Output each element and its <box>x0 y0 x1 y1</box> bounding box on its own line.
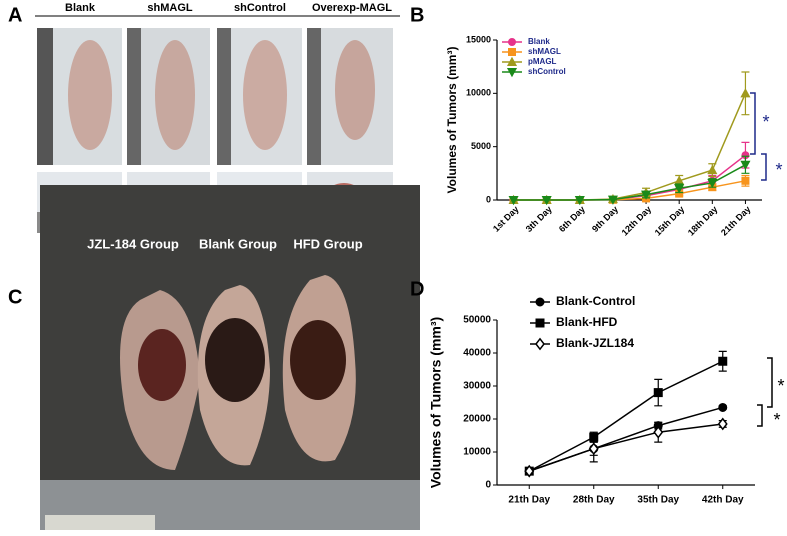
marker <box>653 388 663 398</box>
x-tick-label: 18th Day <box>686 204 720 238</box>
group-label: Overexp-MAGL <box>312 2 392 14</box>
ruler <box>45 515 155 530</box>
panel-label: D <box>410 278 424 300</box>
x-tick-label: 21th Day <box>508 495 550 506</box>
legend-marker <box>535 297 545 307</box>
significance-star: * <box>762 112 769 132</box>
legend-label: Blank-JZL184 <box>556 336 634 350</box>
marker <box>541 196 552 206</box>
group-label: HFD Group <box>293 236 362 251</box>
mouse <box>155 40 195 150</box>
marker <box>588 442 599 456</box>
x-tick-label: 35th Day <box>637 495 679 506</box>
significance-bracket <box>750 92 756 155</box>
legend-label: Blank-Control <box>556 294 635 308</box>
legend-marker <box>508 38 516 46</box>
marker <box>508 196 519 206</box>
y-tick-label: 5000 <box>471 141 491 151</box>
group-label: JZL-184 Group <box>87 236 179 251</box>
legend-marker <box>535 337 545 351</box>
marker <box>740 160 751 171</box>
marker <box>674 184 685 194</box>
marker <box>718 356 728 366</box>
mouse <box>335 40 375 140</box>
y-tick-label: 0 <box>486 194 491 204</box>
mouse <box>68 40 112 150</box>
photo-panel-c: JZL-184 Group Blank Group HFD Group <box>40 185 420 530</box>
legend-marker <box>506 56 518 66</box>
mouse <box>243 40 287 150</box>
marker <box>740 88 751 98</box>
panel-label: C <box>8 286 22 308</box>
x-tick-label: 42th Day <box>702 495 744 506</box>
legend-label: Blank-HFD <box>556 315 618 329</box>
marker <box>589 432 599 442</box>
series-line <box>528 360 724 472</box>
y-tick-label: 40000 <box>463 348 491 359</box>
significance-bracket <box>761 153 767 181</box>
marker <box>524 464 535 478</box>
x-tick-label: 9th Day <box>590 204 620 234</box>
marker <box>717 417 728 431</box>
marker <box>653 425 664 439</box>
x-tick-label: 1st Day <box>491 204 521 234</box>
y-tick-label: 15000 <box>466 34 491 44</box>
tumor <box>205 318 265 402</box>
legend-marker <box>506 68 518 78</box>
y-tick-label: 0 <box>485 480 491 491</box>
group-label: shMAGL <box>147 2 193 14</box>
chart: 0 5000 10000 15000 1st Day 3th Day 6th Day 9th … <box>445 34 782 237</box>
chart: 0 10000 20000 30000 40000 50000 21th Day 28th D… <box>428 294 785 505</box>
y-axis-label: Volumes of Tumors (mm³) <box>428 317 444 488</box>
x-tick-label: 28th Day <box>573 495 615 506</box>
significance-bracket <box>767 357 773 408</box>
x-tick-label: 6th Day <box>557 204 587 234</box>
y-axis-label: Volumes of Tumors (mm³) <box>445 47 459 194</box>
marker <box>574 196 585 206</box>
ruler <box>37 28 53 165</box>
legend-label: Blank <box>528 37 550 46</box>
significance-star: * <box>775 160 782 180</box>
x-tick-label: 21th Day <box>719 204 753 238</box>
group-label: shControl <box>234 2 286 14</box>
y-tick-label: 50000 <box>463 315 491 326</box>
legend-label: shControl <box>528 67 566 76</box>
series-line <box>529 423 723 472</box>
legend-label: pMAGL <box>528 57 557 66</box>
significance-star: * <box>773 410 780 430</box>
marker <box>707 164 718 175</box>
tumor <box>290 320 346 400</box>
marker <box>641 190 652 200</box>
y-tick-label: 10000 <box>466 88 491 98</box>
tumor <box>138 329 186 401</box>
group-label: Blank <box>65 2 96 14</box>
significance-bracket <box>757 404 763 427</box>
ruler <box>217 28 231 165</box>
x-tick-label: 12th Day <box>620 204 654 238</box>
ruler <box>307 28 321 165</box>
group-label: Blank Group <box>199 236 277 251</box>
y-tick-label: 30000 <box>463 381 491 392</box>
marker <box>741 176 750 185</box>
series-line <box>513 164 746 201</box>
ruler <box>127 28 141 165</box>
marker <box>707 178 718 189</box>
marker <box>718 402 728 412</box>
x-tick-label: 3th Day <box>524 204 554 234</box>
mouse-photos <box>37 28 393 165</box>
panel-label: B <box>410 4 424 26</box>
x-tick-label: 15th Day <box>653 204 687 238</box>
legend-marker <box>508 48 516 56</box>
legend-label: shMAGL <box>528 47 561 56</box>
significance-star: * <box>777 376 784 396</box>
y-tick-label: 10000 <box>463 447 491 458</box>
y-tick-label: 20000 <box>463 414 491 425</box>
panel-label: A <box>8 4 22 26</box>
marker <box>607 195 618 205</box>
legend-marker <box>535 318 545 328</box>
